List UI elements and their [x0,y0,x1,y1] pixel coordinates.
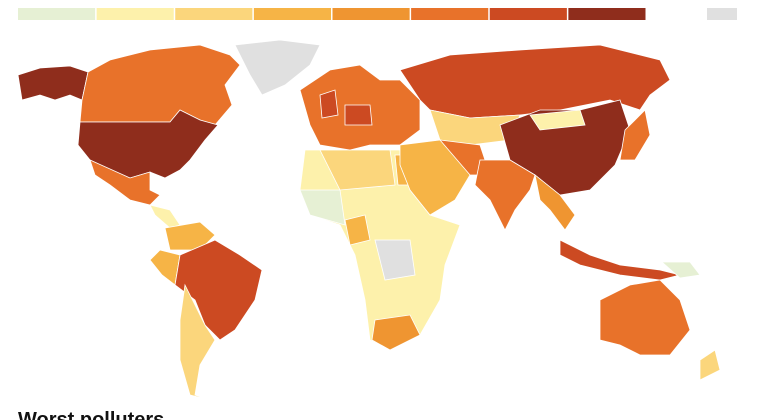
legend-swatch [175,8,253,20]
legend-swatch [18,8,96,20]
venezuela-colombia [164,221,216,251]
west-africa [299,189,346,226]
canada [79,44,241,126]
legend-swatch [96,8,174,20]
legend-swatch [332,8,410,20]
mongolia [529,109,586,131]
legend-swatch [253,8,331,20]
russia [399,44,671,119]
argentina-chile [179,283,216,401]
australia [599,279,691,356]
indonesia [559,239,681,281]
central-america [149,204,181,229]
new-zealand [699,349,721,381]
peru [149,249,181,286]
legend-swatch [489,8,567,20]
papua [660,261,701,279]
greenland [234,39,321,96]
india [474,159,536,231]
mexico [89,159,161,206]
nigeria [344,214,371,246]
japan-korea [619,109,651,161]
uk [319,89,339,119]
congo [374,239,416,281]
world-map [17,39,721,401]
germany [344,104,373,126]
alaska [17,65,89,101]
legend [18,8,737,20]
north-africa [319,149,396,191]
southeast-asia [534,174,576,231]
legend-swatch [411,8,489,20]
south-africa [371,314,421,351]
legend-swatch [568,8,646,20]
section-title: Worst polluters [18,409,164,420]
legend-no-data-swatch [707,8,737,20]
